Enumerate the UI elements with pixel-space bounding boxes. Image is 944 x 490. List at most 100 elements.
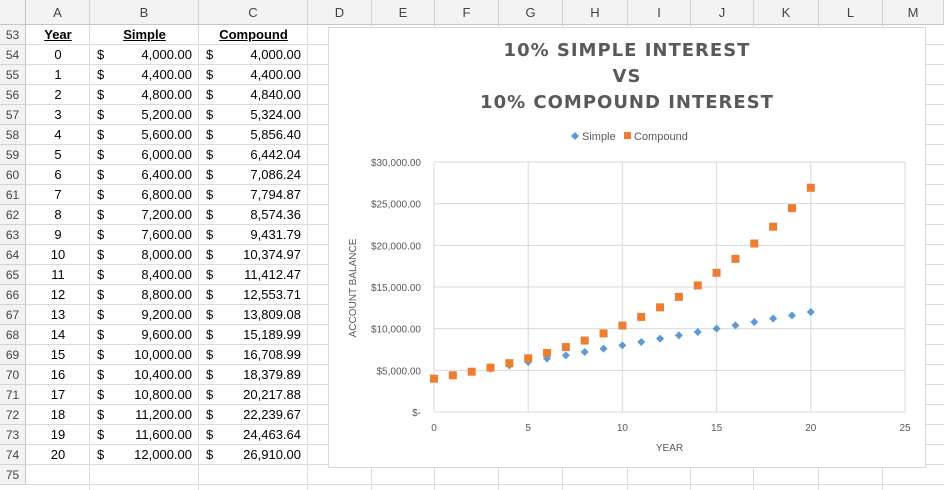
simple-point[interactable] xyxy=(769,314,778,323)
row-header-58[interactable]: 58 xyxy=(0,125,26,145)
compound-value-cell[interactable]: 6,442.04 xyxy=(250,147,301,162)
compound-value-cell[interactable]: 13,809.08 xyxy=(243,307,301,322)
header-year[interactable]: Year xyxy=(44,27,72,42)
row-header-73[interactable]: 73 xyxy=(0,425,26,445)
year-cell[interactable]: 5 xyxy=(54,147,62,162)
compound-value-cell[interactable]: 18,379.89 xyxy=(243,367,301,382)
compound-point[interactable] xyxy=(769,222,778,231)
year-cell[interactable]: 12 xyxy=(50,287,66,302)
year-cell[interactable]: 16 xyxy=(50,367,66,382)
compound-value-cell[interactable]: 7,086.24 xyxy=(250,167,301,182)
simple-value-cell[interactable]: 6,800.00 xyxy=(141,187,192,202)
simple-value-cell[interactable]: 6,400.00 xyxy=(141,167,192,182)
simple-value-cell[interactable]: 4,800.00 xyxy=(141,87,192,102)
simple-point[interactable] xyxy=(806,308,815,316)
compound-value-cell[interactable]: 15,189.99 xyxy=(243,327,301,342)
row-header-59[interactable]: 59 xyxy=(0,145,26,165)
column-header-b[interactable]: B xyxy=(90,0,199,25)
column-header-i[interactable]: I xyxy=(628,0,691,25)
simple-value-cell[interactable]: 9,600.00 xyxy=(141,327,192,342)
column-header-h[interactable]: H xyxy=(563,0,628,25)
compound-point[interactable] xyxy=(486,363,495,372)
simple-value-cell[interactable]: 11,200.00 xyxy=(135,407,192,422)
column-header-d[interactable]: D xyxy=(308,0,372,25)
compound-value-cell[interactable]: 22,239.67 xyxy=(243,407,301,422)
row-header-71[interactable]: 71 xyxy=(0,385,26,405)
compound-point[interactable] xyxy=(599,329,608,338)
compound-point[interactable] xyxy=(656,303,665,312)
compound-value-cell[interactable]: 20,217.88 xyxy=(243,387,301,402)
year-cell[interactable]: 10 xyxy=(50,247,66,262)
year-cell[interactable]: 1 xyxy=(54,67,62,82)
year-cell[interactable]: 3 xyxy=(54,107,62,122)
compound-point[interactable] xyxy=(524,354,533,363)
simple-point[interactable] xyxy=(731,321,740,330)
row-header-63[interactable]: 63 xyxy=(0,225,26,245)
row-header-70[interactable]: 70 xyxy=(0,365,26,385)
row-header-66[interactable]: 66 xyxy=(0,285,26,305)
column-header-m[interactable]: M xyxy=(883,0,944,25)
simple-value-cell[interactable]: 10,800.00 xyxy=(134,387,192,402)
column-header-c[interactable]: C xyxy=(199,0,308,25)
row-header-74[interactable]: 74 xyxy=(0,445,26,465)
row-header-56[interactable]: 56 xyxy=(0,85,26,105)
row-header-65[interactable]: 65 xyxy=(0,265,26,285)
compound-point[interactable] xyxy=(430,374,438,383)
year-cell[interactable]: 0 xyxy=(54,47,62,62)
column-header-j[interactable]: J xyxy=(691,0,754,25)
compound-point[interactable] xyxy=(750,239,759,248)
compound-value-cell[interactable]: 8,574.36 xyxy=(250,207,301,222)
compound-point[interactable] xyxy=(731,254,740,263)
compound-value-cell[interactable]: 26,910.00 xyxy=(243,447,301,462)
row-header-62[interactable]: 62 xyxy=(0,205,26,225)
year-cell[interactable]: 8 xyxy=(54,207,62,222)
row-header-75[interactable]: 75 xyxy=(0,465,26,485)
compound-point[interactable] xyxy=(693,281,702,290)
simple-point[interactable] xyxy=(750,318,759,326)
row-header-67[interactable]: 67 xyxy=(0,305,26,325)
simple-point[interactable] xyxy=(599,344,608,353)
compound-point[interactable] xyxy=(637,312,646,321)
year-cell[interactable]: 2 xyxy=(54,87,62,102)
interest-chart[interactable]: 10% SIMPLE INTEREST VS 10% COMPOUND INTERE… xyxy=(328,27,926,468)
simple-point[interactable] xyxy=(580,348,589,356)
simple-value-cell[interactable]: 7,600.00 xyxy=(141,227,192,242)
simple-point[interactable] xyxy=(787,311,796,320)
compound-point[interactable] xyxy=(580,336,589,345)
simple-value-cell[interactable]: 4,000.00 xyxy=(141,47,192,62)
compound-point[interactable] xyxy=(806,183,815,192)
compound-point[interactable] xyxy=(543,348,552,357)
compound-point[interactable] xyxy=(505,359,514,368)
compound-point[interactable] xyxy=(561,343,570,352)
compound-point[interactable] xyxy=(712,268,721,277)
simple-value-cell[interactable]: 6,000.00 xyxy=(141,147,192,162)
compound-value-cell[interactable]: 4,400.00 xyxy=(250,67,301,82)
simple-point[interactable] xyxy=(712,324,721,333)
compound-value-cell[interactable]: 24,463.64 xyxy=(243,427,301,442)
compound-value-cell[interactable]: 10,374.97 xyxy=(243,247,301,262)
row-header-64[interactable]: 64 xyxy=(0,245,26,265)
column-header-l[interactable]: L xyxy=(819,0,883,25)
simple-value-cell[interactable]: 5,600.00 xyxy=(141,127,192,142)
year-cell[interactable]: 11 xyxy=(51,267,65,282)
row-header-72[interactable]: 72 xyxy=(0,405,26,425)
compound-value-cell[interactable]: 4,840.00 xyxy=(250,87,301,102)
year-cell[interactable]: 18 xyxy=(50,407,66,422)
row-header-61[interactable]: 61 xyxy=(0,185,26,205)
simple-value-cell[interactable]: 8,000.00 xyxy=(141,247,192,262)
column-header-a[interactable]: A xyxy=(26,0,90,25)
compound-value-cell[interactable]: 11,412.47 xyxy=(244,267,301,282)
simple-value-cell[interactable]: 11,600.00 xyxy=(135,427,192,442)
simple-point[interactable] xyxy=(674,331,683,340)
compound-value-cell[interactable]: 16,708.99 xyxy=(243,347,301,362)
compound-point[interactable] xyxy=(618,321,627,330)
year-cell[interactable]: 19 xyxy=(50,427,66,442)
compound-value-cell[interactable]: 12,553.71 xyxy=(243,287,301,302)
row-header-55[interactable]: 55 xyxy=(0,65,26,85)
row-header-68[interactable]: 68 xyxy=(0,325,26,345)
simple-point[interactable] xyxy=(618,341,627,350)
simple-value-cell[interactable]: 12,000.00 xyxy=(134,447,192,462)
year-cell[interactable]: 7 xyxy=(54,187,62,202)
column-header-f[interactable]: F xyxy=(435,0,499,25)
compound-value-cell[interactable]: 9,431.79 xyxy=(250,227,301,242)
